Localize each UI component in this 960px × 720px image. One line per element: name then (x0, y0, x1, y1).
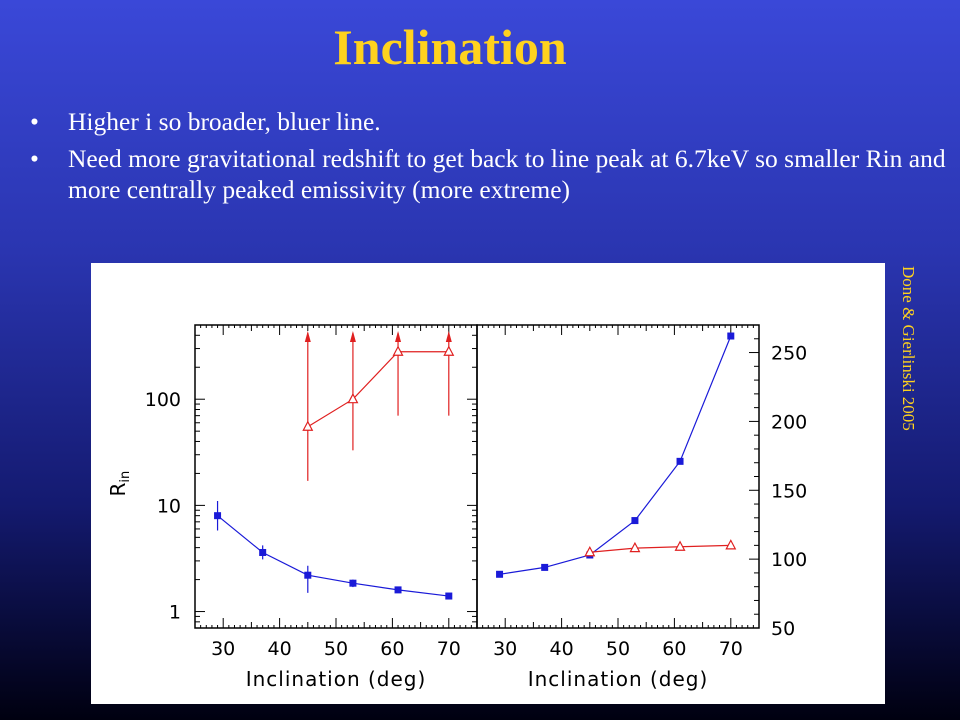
x-tick-label: 40 (550, 638, 574, 660)
bullet-dot-icon: • (30, 144, 39, 173)
chart-panel-left: 30 40 50 60 70 1 10 100 Inclination (deg) Rin (106, 324, 478, 691)
y-tick-label: 100 (771, 549, 807, 571)
bullet-text: Need more gravitational redshift to get … (68, 144, 946, 204)
inclination-figure: 30 40 50 60 70 1 10 100 Inclination (deg) Rin 30 40… (91, 263, 885, 704)
y-tick-label: 10 (157, 495, 181, 517)
data-point-triangle (674, 540, 686, 551)
data-point-triangle (347, 392, 359, 404)
x-axis-label: Inclination (deg) (528, 667, 709, 691)
data-point-square (394, 586, 402, 594)
slide-title: Inclination (333, 19, 567, 75)
plot-frame (194, 324, 478, 629)
data-point-triangle (725, 539, 737, 550)
chart-svg: 30 40 50 60 70 1 10 100 Inclination (deg) Rin 30 40… (106, 324, 807, 691)
y-tick-label: 100 (145, 389, 181, 411)
chart-panel-right: 30 40 50 60 70 50 100 150 200 250 Inclination (deg… (476, 324, 807, 691)
y-axis-label: Rin (106, 471, 133, 497)
y-axis-label-main: R (106, 483, 130, 497)
data-point-square (676, 457, 684, 465)
data-point-square (496, 570, 504, 578)
data-point-square (259, 548, 267, 556)
x-tick-label: 50 (324, 638, 348, 660)
bullet-dot-icon: • (30, 107, 39, 136)
error-arrow-up (349, 331, 356, 342)
data-point-triangle (629, 541, 641, 553)
data-point-square (445, 592, 453, 600)
series-line (217, 515, 449, 597)
bullet-item: • Higher i so broader, bluer line. (30, 106, 960, 137)
y-tick-label: 200 (771, 411, 807, 433)
x-tick-label: 60 (662, 638, 686, 660)
data-point-square (304, 571, 312, 579)
series-line (499, 335, 732, 575)
series-line (307, 351, 449, 428)
data-point-square (541, 563, 549, 571)
data-point-triangle (584, 545, 596, 557)
citation-credit: Done & Gierlinski 2005 (899, 266, 918, 431)
x-tick-label: 30 (211, 638, 235, 660)
data-point-triangle (443, 345, 455, 356)
error-arrow-up (395, 331, 402, 342)
data-point-square (349, 579, 357, 587)
x-tick-label: 40 (268, 638, 292, 660)
x-tick-label: 50 (606, 638, 630, 660)
data-point-triangle (302, 420, 314, 431)
x-tick-label: 70 (719, 638, 743, 660)
data-point-square (631, 517, 639, 525)
bullet-text: Higher i so broader, bluer line. (68, 107, 381, 136)
bullet-list: • Higher i so broader, bluer line. • Nee… (30, 106, 960, 211)
series-line (589, 544, 731, 553)
y-tick-label: 150 (771, 480, 807, 502)
error-arrow-up (445, 331, 452, 342)
y-tick-label: 1 (169, 602, 181, 624)
data-point-square (214, 512, 222, 520)
x-tick-label: 30 (493, 638, 517, 660)
y-tick-label: 50 (771, 618, 795, 640)
error-arrow-up (304, 331, 311, 342)
x-axis-label: Inclination (deg) (246, 667, 427, 691)
data-point-square (727, 332, 735, 340)
y-tick-label: 250 (771, 343, 807, 365)
data-point-triangle (392, 345, 404, 356)
y-axis-label-subscript: in (118, 471, 133, 483)
x-tick-label: 60 (380, 638, 404, 660)
x-tick-label: 70 (437, 638, 461, 660)
bullet-item: • Need more gravitational redshift to ge… (30, 143, 960, 205)
